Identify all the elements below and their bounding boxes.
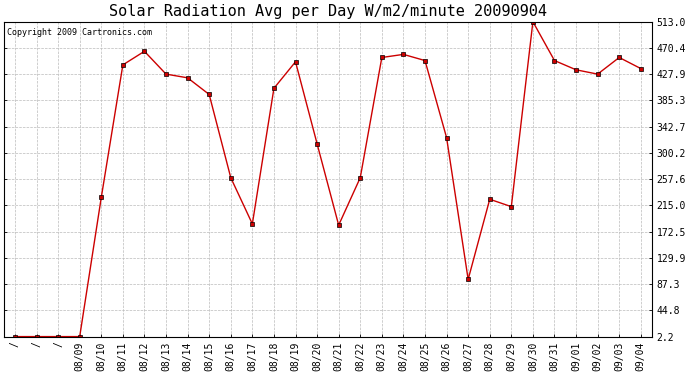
Text: Copyright 2009 Cartronics.com: Copyright 2009 Cartronics.com bbox=[8, 28, 152, 37]
Title: Solar Radiation Avg per Day W/m2/minute 20090904: Solar Radiation Avg per Day W/m2/minute … bbox=[109, 4, 547, 19]
